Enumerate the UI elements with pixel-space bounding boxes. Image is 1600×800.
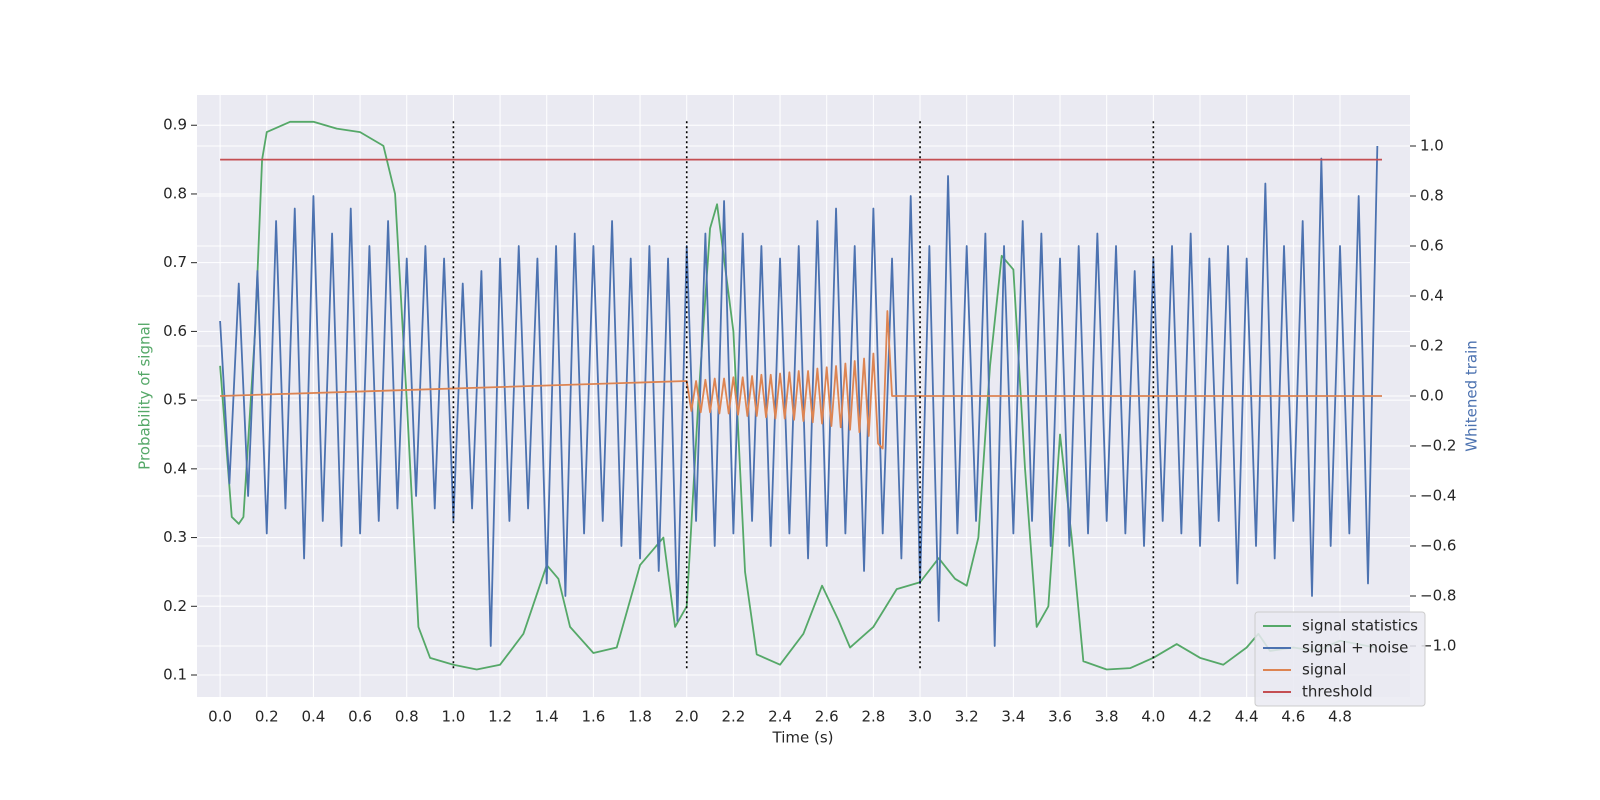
y-tick-label: 0.7 — [163, 253, 187, 271]
y-tick-label: 0.6 — [163, 322, 187, 340]
x-tick-label: 0.4 — [301, 708, 325, 726]
x-tick-label: 2.4 — [768, 708, 792, 726]
x-tick-label: 2.6 — [815, 708, 839, 726]
legend-label: threshold — [1302, 683, 1373, 701]
x-tick-label: 4.2 — [1188, 708, 1212, 726]
y-tick-label: 0.4 — [163, 459, 187, 477]
y2-tick-label: 1.0 — [1420, 137, 1444, 155]
y2-tick-label: 0.6 — [1420, 237, 1444, 255]
y-tick-label: 0.1 — [163, 666, 187, 684]
x-tick-label: 3.0 — [908, 708, 932, 726]
x-tick-label: 0.8 — [395, 708, 419, 726]
x-tick-label: 3.6 — [1048, 708, 1072, 726]
y-tick-label: 0.9 — [163, 116, 187, 134]
y-tick-label: 0.2 — [163, 597, 187, 615]
legend-box — [1254, 611, 1426, 707]
y2-tick-label: −0.2 — [1420, 437, 1456, 455]
x-tick-label: 4.8 — [1328, 708, 1352, 726]
x-tick-label: 3.4 — [1001, 708, 1025, 726]
y2-tick-label: −0.6 — [1420, 537, 1456, 555]
x-tick-label: 0.6 — [348, 708, 372, 726]
x-tick-label: 1.2 — [488, 708, 512, 726]
series-line — [219, 120, 1376, 671]
y2-tick-label: 0.4 — [1420, 287, 1444, 305]
x-tick-label: 4.6 — [1281, 708, 1305, 726]
marks — [219, 120, 1382, 672]
y2-tick-label: 0.0 — [1420, 387, 1444, 405]
x-tick-label: 1.8 — [628, 708, 652, 726]
y2-tick-label: 0.8 — [1420, 187, 1444, 205]
x-tick-label: 2.8 — [861, 708, 885, 726]
series-line — [219, 145, 1379, 647]
x-axis-label: Time (s) — [772, 729, 834, 747]
y2-tick-label: −0.4 — [1420, 487, 1456, 505]
y-tick-label: 0.3 — [163, 528, 187, 546]
x-tick-label: 0.0 — [208, 708, 232, 726]
x-tick-label: 4.0 — [1141, 708, 1165, 726]
y-tick-label: 0.5 — [163, 391, 187, 409]
x-tick-label: 1.6 — [581, 708, 605, 726]
x-tick-label: 3.2 — [955, 708, 979, 726]
x-tick-label: 3.8 — [1095, 708, 1119, 726]
x-tick-label: 1.0 — [441, 708, 465, 726]
series-line — [220, 310, 1382, 450]
y2-tick-label: −0.8 — [1420, 587, 1456, 605]
legend-label: signal statistics — [1302, 617, 1418, 635]
x-tick-label: 2.2 — [721, 708, 745, 726]
x-tick-label: 4.4 — [1235, 708, 1259, 726]
y2-tick-label: −1.0 — [1420, 637, 1456, 655]
y-axis-label: Probability of signal — [136, 322, 154, 470]
y2-axis-label: Whitened train — [1463, 340, 1481, 452]
legend-label: signal — [1302, 661, 1346, 679]
x-tick-label: 0.2 — [255, 708, 279, 726]
y-tick-label: 0.8 — [163, 184, 187, 202]
x-tick-label: 2.0 — [675, 708, 699, 726]
legend-label: signal + noise — [1302, 639, 1408, 657]
x-tick-label: 1.4 — [535, 708, 559, 726]
y2-tick-label: 0.2 — [1420, 337, 1444, 355]
